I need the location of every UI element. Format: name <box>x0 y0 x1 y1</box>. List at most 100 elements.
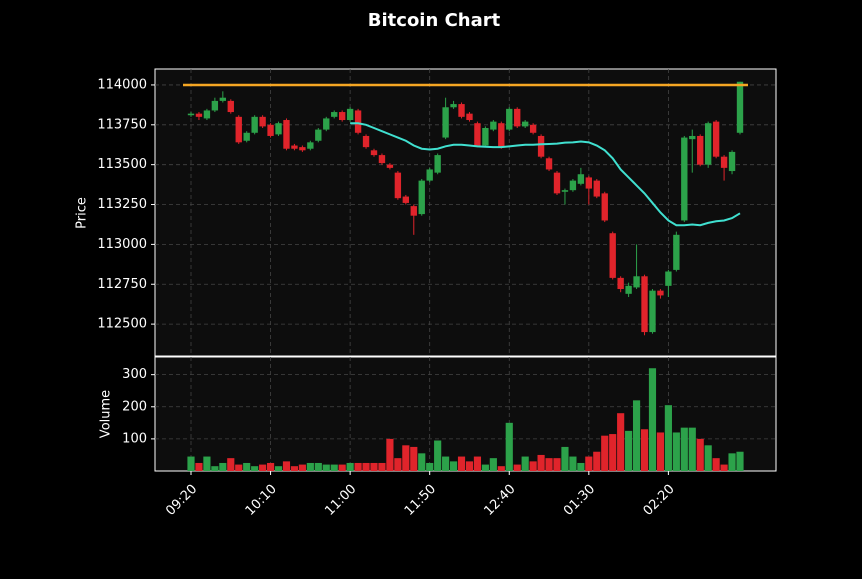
candle-body <box>426 169 433 181</box>
candle-body <box>506 108 513 130</box>
candle-body <box>370 150 378 156</box>
volume-bar <box>346 462 354 471</box>
volume-bar <box>656 432 665 471</box>
volume-bar <box>720 464 728 471</box>
volume-bar <box>195 462 203 471</box>
candle-body <box>267 124 274 136</box>
volume-bar <box>434 440 442 471</box>
volume-bar <box>593 451 601 471</box>
candle-body <box>378 155 386 164</box>
price-panel <box>154 68 777 357</box>
moving-average-line <box>350 122 741 227</box>
candle-body <box>577 174 585 184</box>
volume-bar <box>402 445 410 471</box>
volume-bar <box>449 461 458 471</box>
candle-body <box>331 112 338 117</box>
candle-body <box>673 234 680 270</box>
volume-bar <box>489 458 497 471</box>
candle-body <box>537 135 545 157</box>
candle-body <box>442 107 449 138</box>
candle-body <box>521 121 529 127</box>
volume-panel <box>154 356 777 472</box>
candle-body <box>569 180 577 191</box>
volume-bar <box>298 464 306 471</box>
volume-bar <box>187 456 195 471</box>
candle-body <box>259 116 266 127</box>
y-tick-label: 114000 <box>97 77 147 92</box>
y-tick-label: 113000 <box>97 237 147 252</box>
volume-bar <box>322 464 330 471</box>
volume-bar <box>465 461 474 471</box>
volume-bar <box>235 464 243 471</box>
candle-body <box>394 172 402 199</box>
candle-body <box>458 104 465 117</box>
volume-bar <box>418 453 426 471</box>
y-tick-label: 113750 <box>97 117 147 132</box>
volume-bar <box>442 456 450 471</box>
candle-body <box>235 116 242 143</box>
candle-body <box>545 158 553 170</box>
candle-body <box>299 147 306 151</box>
volume-bar <box>227 458 235 471</box>
volume-tick-label: 300 <box>122 367 147 382</box>
volume-bar <box>712 458 720 471</box>
candle-body <box>681 137 688 221</box>
candle-body <box>553 172 561 194</box>
candle-body <box>203 110 211 119</box>
candle-body <box>728 151 736 172</box>
candle-body <box>585 177 593 189</box>
candle-body <box>529 124 537 133</box>
candle-body <box>402 196 410 203</box>
volume-bar <box>251 466 259 471</box>
volume-tick-label: 200 <box>122 399 147 414</box>
candle-body <box>649 290 656 333</box>
candle-body <box>227 100 234 113</box>
volume-bar <box>728 453 736 471</box>
volume-bar <box>378 462 386 471</box>
y-tick-label: 112500 <box>97 317 147 332</box>
chart-title: Bitcoin Chart <box>368 10 501 31</box>
candle-body <box>362 135 370 148</box>
candle-body <box>243 132 250 141</box>
candle-body <box>736 81 744 133</box>
candle-body <box>466 113 473 121</box>
candle-body <box>593 180 600 197</box>
volume-bar <box>473 456 482 471</box>
volume-bar <box>664 405 672 471</box>
volume-bar <box>736 451 744 471</box>
candle-body <box>346 108 354 121</box>
volume-bar <box>259 464 267 471</box>
volume-bar <box>266 462 275 471</box>
y-axis-label: Price <box>75 197 90 229</box>
volume-bar <box>672 432 680 471</box>
candle-body <box>323 118 330 130</box>
candle-body <box>354 110 362 133</box>
candle-body <box>641 276 648 333</box>
volume-bar <box>386 438 394 471</box>
volume-bar <box>577 462 585 471</box>
volume-bar <box>497 466 505 471</box>
volume-tick-label: 100 <box>122 431 147 446</box>
volume-bar <box>553 458 561 471</box>
candle-body <box>490 121 497 130</box>
candle-body <box>251 116 258 133</box>
volume-bar <box>696 438 704 471</box>
candle-body <box>195 113 203 117</box>
candle-body <box>561 190 569 192</box>
volume-bar <box>282 461 291 471</box>
volume-bar <box>243 462 251 471</box>
volume-bar <box>330 464 338 471</box>
candle-body <box>315 129 322 141</box>
volume-bar <box>569 456 577 471</box>
volume-bar <box>640 429 649 471</box>
volume-bar <box>203 456 211 471</box>
volume-bar <box>394 458 402 471</box>
volume-bar <box>410 446 418 471</box>
candle-body <box>689 135 696 140</box>
candle-body <box>450 104 457 108</box>
volume-bar <box>338 464 346 471</box>
volume-bar <box>521 456 529 471</box>
candle-body <box>338 112 346 121</box>
candle-body <box>219 97 227 101</box>
